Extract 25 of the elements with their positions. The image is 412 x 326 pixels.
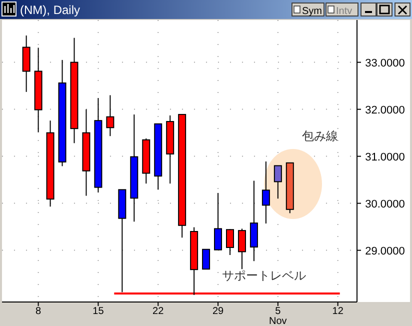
candlestick xyxy=(274,165,282,200)
candlestick xyxy=(202,248,210,270)
x-tick-label: 22 xyxy=(152,306,164,317)
y-tick-label: 30.0000 xyxy=(365,198,405,210)
candlestick xyxy=(262,160,270,224)
candlestick xyxy=(238,228,246,270)
toolbar-button: Intv xyxy=(326,2,358,17)
chart-title: (NM), Daily xyxy=(20,3,80,17)
annotation: 包み線 xyxy=(302,129,338,143)
y-tick-label: 32.0000 xyxy=(365,104,405,116)
x-tick-label: 12 xyxy=(332,306,344,317)
x-tick-label: 29 xyxy=(212,306,224,317)
y-tick-label: 33.0000 xyxy=(365,57,405,70)
x-tick-label: 8 xyxy=(36,306,42,317)
ref-line-label: サポートレベル xyxy=(222,268,306,283)
x-tick-label: 5 Nov xyxy=(269,306,287,326)
candlestick xyxy=(250,180,258,262)
candlestick xyxy=(22,35,30,92)
toolbar-button: Sym xyxy=(292,2,324,17)
y-tick-label: 29.0000 xyxy=(365,245,405,258)
candlestick xyxy=(106,94,114,137)
y-tick-label: 31.0000 xyxy=(365,151,405,164)
candlestick xyxy=(226,228,234,256)
candlestick xyxy=(214,192,222,250)
x-tick-label: 15 xyxy=(92,306,104,317)
